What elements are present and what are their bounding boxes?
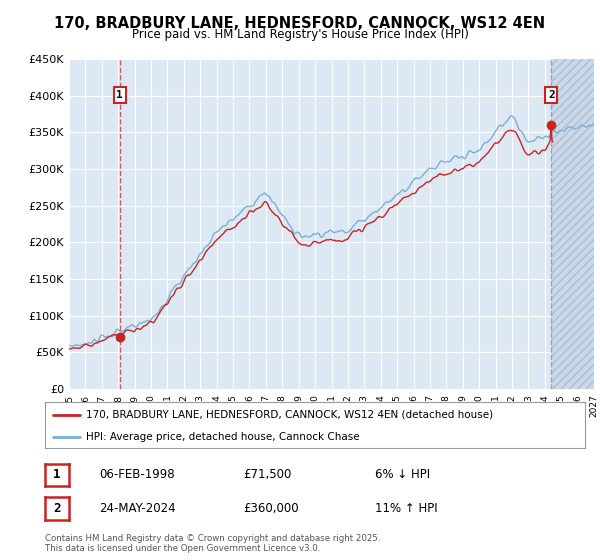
- Text: 11% ↑ HPI: 11% ↑ HPI: [375, 502, 437, 515]
- Text: £360,000: £360,000: [243, 502, 299, 515]
- Text: HPI: Average price, detached house, Cannock Chase: HPI: Average price, detached house, Cann…: [86, 432, 359, 441]
- Text: 170, BRADBURY LANE, HEDNESFORD, CANNOCK, WS12 4EN: 170, BRADBURY LANE, HEDNESFORD, CANNOCK,…: [55, 16, 545, 31]
- Text: 1: 1: [116, 90, 123, 100]
- Text: This data is licensed under the Open Government Licence v3.0.: This data is licensed under the Open Gov…: [45, 544, 320, 553]
- Text: £71,500: £71,500: [243, 468, 292, 482]
- Text: Price paid vs. HM Land Registry's House Price Index (HPI): Price paid vs. HM Land Registry's House …: [131, 28, 469, 41]
- Bar: [551, 59, 594, 389]
- Text: 2: 2: [53, 502, 61, 515]
- Text: 1: 1: [53, 468, 61, 482]
- Text: 2: 2: [548, 90, 555, 100]
- Text: 06-FEB-1998: 06-FEB-1998: [99, 468, 175, 482]
- Text: 24-MAY-2024: 24-MAY-2024: [99, 502, 176, 515]
- Text: Contains HM Land Registry data © Crown copyright and database right 2025.: Contains HM Land Registry data © Crown c…: [45, 534, 380, 543]
- Text: 170, BRADBURY LANE, HEDNESFORD, CANNOCK, WS12 4EN (detached house): 170, BRADBURY LANE, HEDNESFORD, CANNOCK,…: [86, 410, 493, 420]
- Text: 6% ↓ HPI: 6% ↓ HPI: [375, 468, 430, 482]
